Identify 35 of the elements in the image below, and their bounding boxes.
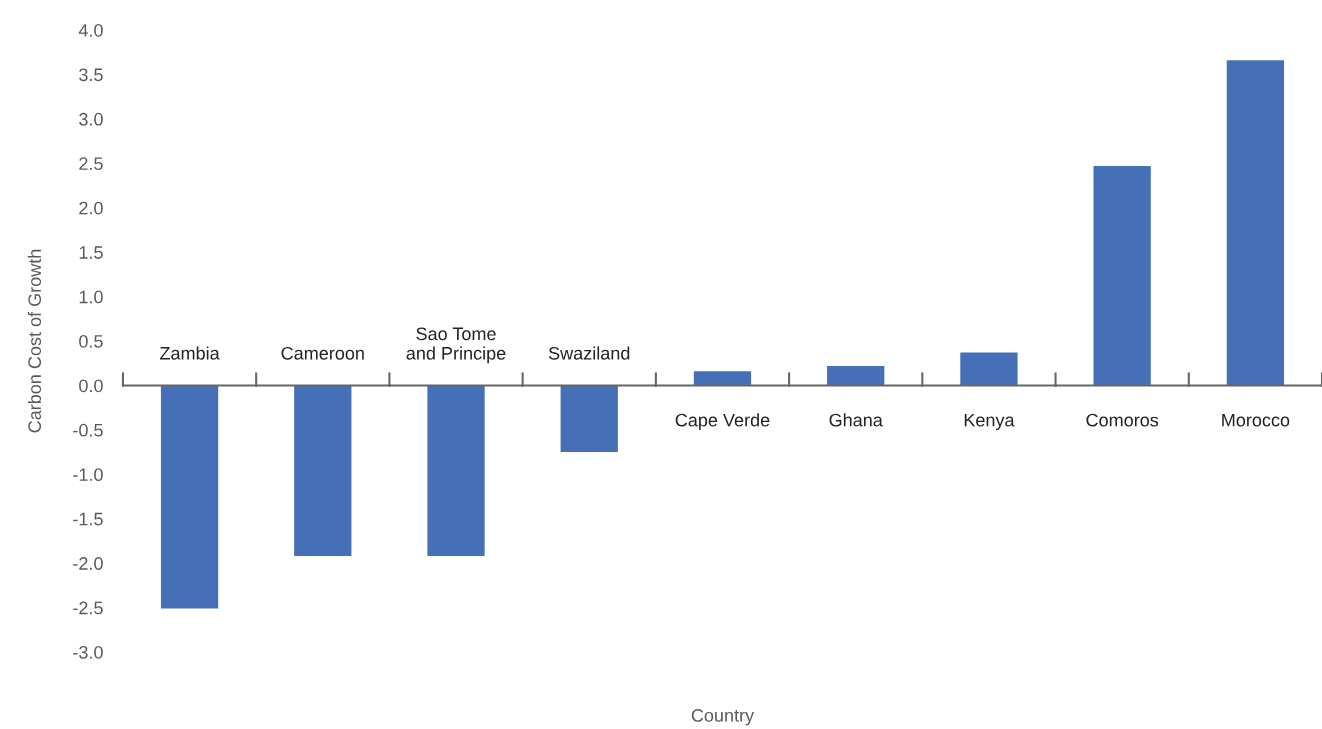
y-axis-title: Carbon Cost of Growth	[27, 249, 42, 433]
x-tick-label: Sao Tome and Principe	[406, 327, 506, 364]
y-tick-label: 2.5	[79, 157, 103, 171]
bar	[294, 385, 352, 557]
bar	[960, 352, 1018, 386]
y-tick-label: 4.0	[78, 23, 103, 37]
y-tick-label: -1.5	[73, 512, 103, 526]
bar	[160, 385, 219, 609]
x-tick-label: Morocco	[1222, 413, 1290, 427]
x-axis-title: Country	[691, 709, 755, 726]
y-tick-label: 1.0	[79, 290, 103, 304]
y-tick-label: -2.5	[73, 601, 103, 615]
x-tick-label: Cape Verde	[675, 413, 770, 431]
y-tick-label: -0.5	[73, 423, 103, 437]
x-tick-label: Zambia	[160, 346, 220, 360]
x-tick-label: Kenya	[964, 413, 1015, 431]
bar	[1226, 60, 1285, 386]
y-tick-label: 0.0	[79, 379, 103, 393]
x-tick-label: Comoros	[1086, 413, 1159, 427]
bar	[693, 371, 752, 386]
x-tick-label: Ghana	[829, 413, 883, 427]
bar	[1093, 165, 1151, 386]
bar	[827, 365, 885, 386]
y-tick-label: 2.0	[79, 201, 103, 215]
x-tick-label: Cameroon	[281, 346, 364, 360]
y-tick-label: 0.5	[79, 334, 103, 348]
y-tick-label: 1.5	[79, 246, 103, 259]
bar	[560, 385, 618, 453]
y-tick-label: 3.5	[79, 68, 103, 82]
bar	[427, 385, 485, 557]
y-tick-label: -2.0	[73, 557, 103, 570]
x-tick-label: Swaziland	[548, 346, 630, 360]
y-tick-label: -1.0	[73, 468, 103, 482]
y-tick-label: -3.0	[73, 645, 103, 659]
y-tick-label: 3.0	[79, 112, 103, 126]
